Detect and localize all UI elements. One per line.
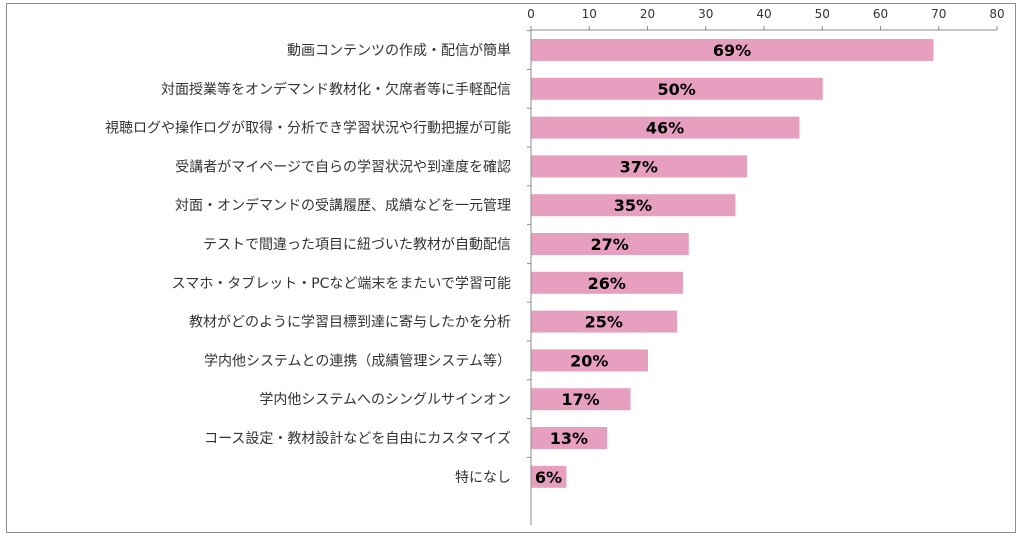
bar	[531, 77, 823, 100]
bar	[531, 233, 689, 255]
data-label: 69%	[713, 41, 751, 60]
x-tick-label: 30	[698, 7, 713, 21]
data-label: 50%	[657, 80, 695, 99]
bar	[531, 465, 567, 488]
x-tick-label: 80	[989, 7, 1004, 21]
bar	[531, 427, 608, 449]
data-label: 13%	[550, 429, 588, 448]
chart-frame	[6, 3, 1016, 533]
bar	[531, 116, 800, 139]
bar	[531, 310, 678, 333]
x-tick-label: 50	[815, 7, 830, 21]
data-label: 35%	[614, 196, 652, 215]
category-label: 学内他システムとの連携（成績管理システム等）	[204, 352, 511, 369]
x-tick-label: 40	[756, 7, 771, 21]
category-label: 特になし	[455, 470, 511, 486]
category-label: スマホ・タブレット・PCなど端末をまたいで学習可能	[172, 275, 511, 292]
x-tick-label: 20	[640, 7, 655, 21]
category-label: 視聴ログや操作ログが取得・分析でき学習状況や行動把握が可能	[105, 120, 511, 137]
data-label: 20%	[570, 351, 608, 370]
bar	[531, 388, 631, 411]
data-label: 25%	[585, 313, 623, 332]
bar	[531, 155, 748, 178]
x-tick-label: 60	[873, 7, 888, 21]
data-label: 6%	[535, 468, 562, 487]
bar	[531, 349, 648, 372]
x-tick-label: 0	[527, 7, 535, 21]
bar	[531, 194, 736, 217]
data-label: 27%	[590, 235, 628, 254]
x-tick-label: 70	[931, 7, 946, 21]
x-tick-label: 10	[582, 7, 597, 21]
bar	[531, 39, 934, 61]
category-label: 対面・オンデマンドの受講履歴、成績などを一元管理	[175, 197, 511, 214]
category-label: 受講者がマイページで自らの学習状況や到達度を確認	[175, 159, 511, 175]
category-label: テストで間違った項目に紐づいた教材が自動配信	[203, 237, 511, 253]
category-label: 教材がどのように学習目標到達に寄与したかを分析	[189, 314, 511, 331]
category-label: 学内他システムへのシングルサインオン	[259, 392, 511, 408]
data-label: 17%	[561, 390, 599, 409]
category-label: コース設定・教材設計などを自由にカスタマイズ	[204, 431, 511, 447]
category-label: 対面授業等をオンデマンド教材化・欠席者等に手軽配信	[161, 81, 511, 98]
category-label: 動画コンテンツの作成・配信が簡単	[287, 43, 511, 59]
data-label: 26%	[588, 274, 626, 293]
data-label: 37%	[620, 157, 658, 176]
bar	[531, 271, 683, 294]
data-label: 46%	[646, 119, 684, 138]
